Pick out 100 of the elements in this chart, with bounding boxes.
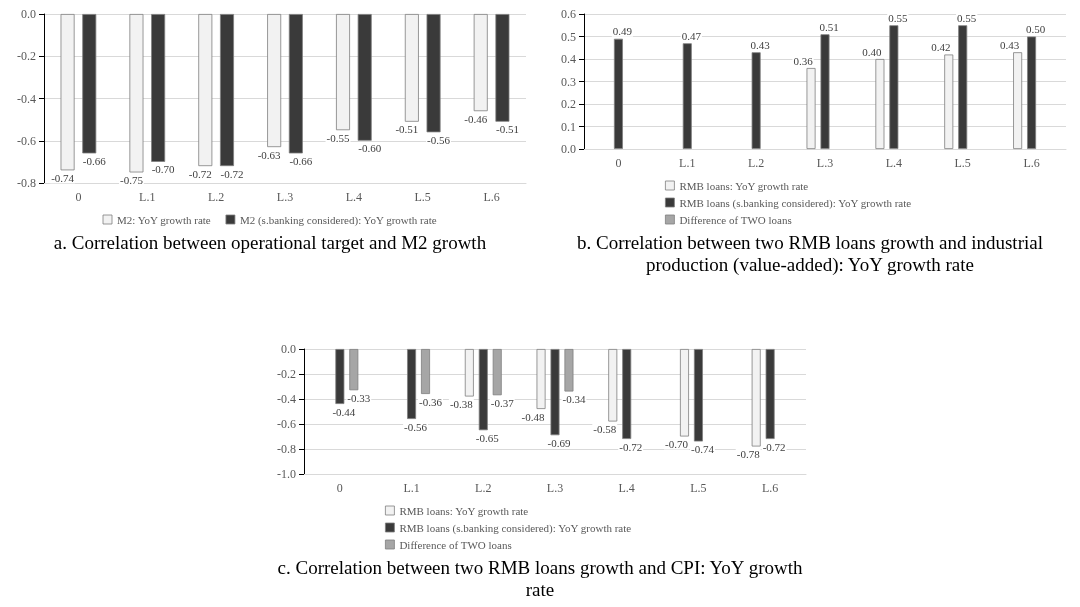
- legend-label: RMB loans: YoY growth rate: [399, 504, 529, 517]
- data-label: 0.51: [819, 20, 839, 33]
- y-tick-label: -0.2: [17, 49, 36, 64]
- bar: [889, 25, 899, 149]
- bar: [806, 68, 816, 149]
- data-label: -0.36: [419, 395, 443, 408]
- y-tick-label: -0.6: [277, 417, 296, 431]
- data-label: -0.51: [395, 123, 419, 136]
- data-label: -0.63: [257, 148, 282, 161]
- legend-label: RMB loans (s.banking considered): YoY growth rate: [399, 521, 632, 535]
- y-tick-label: -0.4: [17, 91, 36, 106]
- bar: [820, 34, 830, 149]
- data-label: -0.74: [51, 171, 75, 184]
- data-label: -0.56: [427, 133, 451, 146]
- data-label: -0.56: [404, 420, 428, 433]
- legend-label: M2: YoY growth rate: [117, 213, 211, 226]
- data-label: -0.70: [665, 438, 689, 450]
- data-label: -0.44: [332, 405, 356, 418]
- x-tick-label: L.4: [618, 481, 635, 495]
- legend-label: RMB loans (s.banking considered): YoY growth rate: [679, 196, 912, 210]
- data-label: -0.48: [521, 410, 545, 423]
- x-tick-label: L.1: [679, 156, 696, 170]
- data-label: -0.38: [449, 398, 474, 410]
- y-tick-label: -0.2: [277, 367, 296, 381]
- bar: [751, 52, 761, 149]
- data-label: -0.78: [736, 448, 761, 460]
- y-tick-label: -0.8: [17, 176, 36, 190]
- y-tick-label: 0.0: [21, 7, 36, 21]
- y-tick-label: 0.0: [281, 342, 296, 356]
- y-tick-label: 0.2: [561, 97, 576, 111]
- x-tick-label: L.1: [139, 190, 156, 204]
- y-tick-label: 0.4: [561, 52, 576, 66]
- data-label: -0.66: [82, 154, 107, 167]
- legend-label: Difference of TWO loans: [399, 538, 512, 551]
- x-tick-label: 0: [615, 156, 622, 170]
- y-tick-label: 0.0: [561, 142, 576, 156]
- y-tick-label: 0.5: [561, 29, 576, 44]
- y-tick-label: 0.3: [561, 74, 576, 89]
- data-label: -0.69: [547, 436, 571, 449]
- x-tick-label: L.3: [816, 156, 834, 170]
- data-label: -0.65: [475, 431, 500, 444]
- data-label: 0.40: [862, 45, 883, 58]
- x-tick-label: L.3: [546, 481, 564, 495]
- data-label: 0.49: [612, 25, 633, 38]
- data-label: -0.55: [326, 131, 350, 144]
- legend-label: Difference of TWO loans: [679, 213, 792, 226]
- bar: [1027, 36, 1037, 149]
- data-label: 0.50: [1025, 23, 1046, 35]
- x-tick-label: L.1: [403, 481, 420, 495]
- data-label: 0.55: [888, 11, 908, 24]
- data-label: -0.74: [690, 443, 715, 455]
- data-label: 0.47: [681, 29, 702, 42]
- text: c. Correlation between two RMB loans growth and CPI: YoY growth rate: [276, 557, 804, 601]
- y-tick-label: -0.8: [277, 442, 296, 456]
- data-label: -0.72: [220, 167, 244, 180]
- data-label: -0.66: [289, 154, 313, 167]
- data-label: 0.36: [793, 54, 814, 67]
- y-tick-label: -0.4: [277, 392, 296, 406]
- x-tick-label: 0: [75, 190, 82, 204]
- data-label: 0.43: [750, 38, 771, 51]
- bar: [682, 43, 692, 149]
- x-tick-label: L.4: [345, 190, 363, 204]
- bar: [875, 59, 885, 149]
- bar: [1013, 52, 1023, 149]
- data-label: -0.60: [358, 142, 382, 155]
- data-label: -0.72: [762, 440, 786, 453]
- bar: [944, 54, 954, 149]
- legend-label: RMB loans: YoY growth rate: [679, 179, 809, 192]
- x-tick-label: L.3: [276, 190, 294, 204]
- x-tick-label: L.4: [885, 156, 903, 170]
- y-tick-label: 0.1: [561, 119, 576, 134]
- x-tick-label: L.5: [690, 481, 707, 495]
- x-tick-label: L.2: [475, 481, 492, 495]
- data-label: -0.70: [151, 163, 176, 176]
- data-label: -0.72: [188, 167, 212, 180]
- data-label: -0.72: [619, 440, 643, 453]
- y-tick-label: -0.6: [17, 133, 36, 148]
- data-label: -0.58: [593, 423, 617, 435]
- text: a. Correlation between operational target and M2 growth: [52, 232, 488, 254]
- data-label: 0.43: [1000, 38, 1020, 51]
- x-tick-label: L.6: [483, 190, 500, 204]
- data-label: -0.37: [490, 396, 515, 409]
- text: b. Correlation between two RMB loans growth and industrial production (value-added): YoY growth rate: [576, 232, 1044, 276]
- data-label: 0.55: [957, 11, 977, 24]
- y-tick-label: 0.6: [561, 7, 576, 21]
- x-tick-label: 0: [336, 481, 343, 495]
- data-label: 0.42: [931, 41, 951, 53]
- x-tick-label: L.2: [207, 190, 225, 204]
- data-label: -0.51: [495, 123, 519, 136]
- legend-label: M2 (s.banking considered): YoY growth rate: [239, 213, 437, 227]
- data-label: -0.33: [347, 391, 371, 404]
- x-tick-label: L.2: [747, 156, 765, 170]
- x-tick-label: L.5: [954, 156, 971, 170]
- bar: [613, 38, 623, 149]
- bar: [958, 25, 968, 149]
- data-label: -0.34: [562, 393, 586, 405]
- x-tick-label: L.5: [414, 190, 431, 204]
- y-tick-label: -1.0: [277, 467, 296, 481]
- x-tick-label: L.6: [1023, 156, 1040, 170]
- data-label: -0.46: [464, 112, 488, 125]
